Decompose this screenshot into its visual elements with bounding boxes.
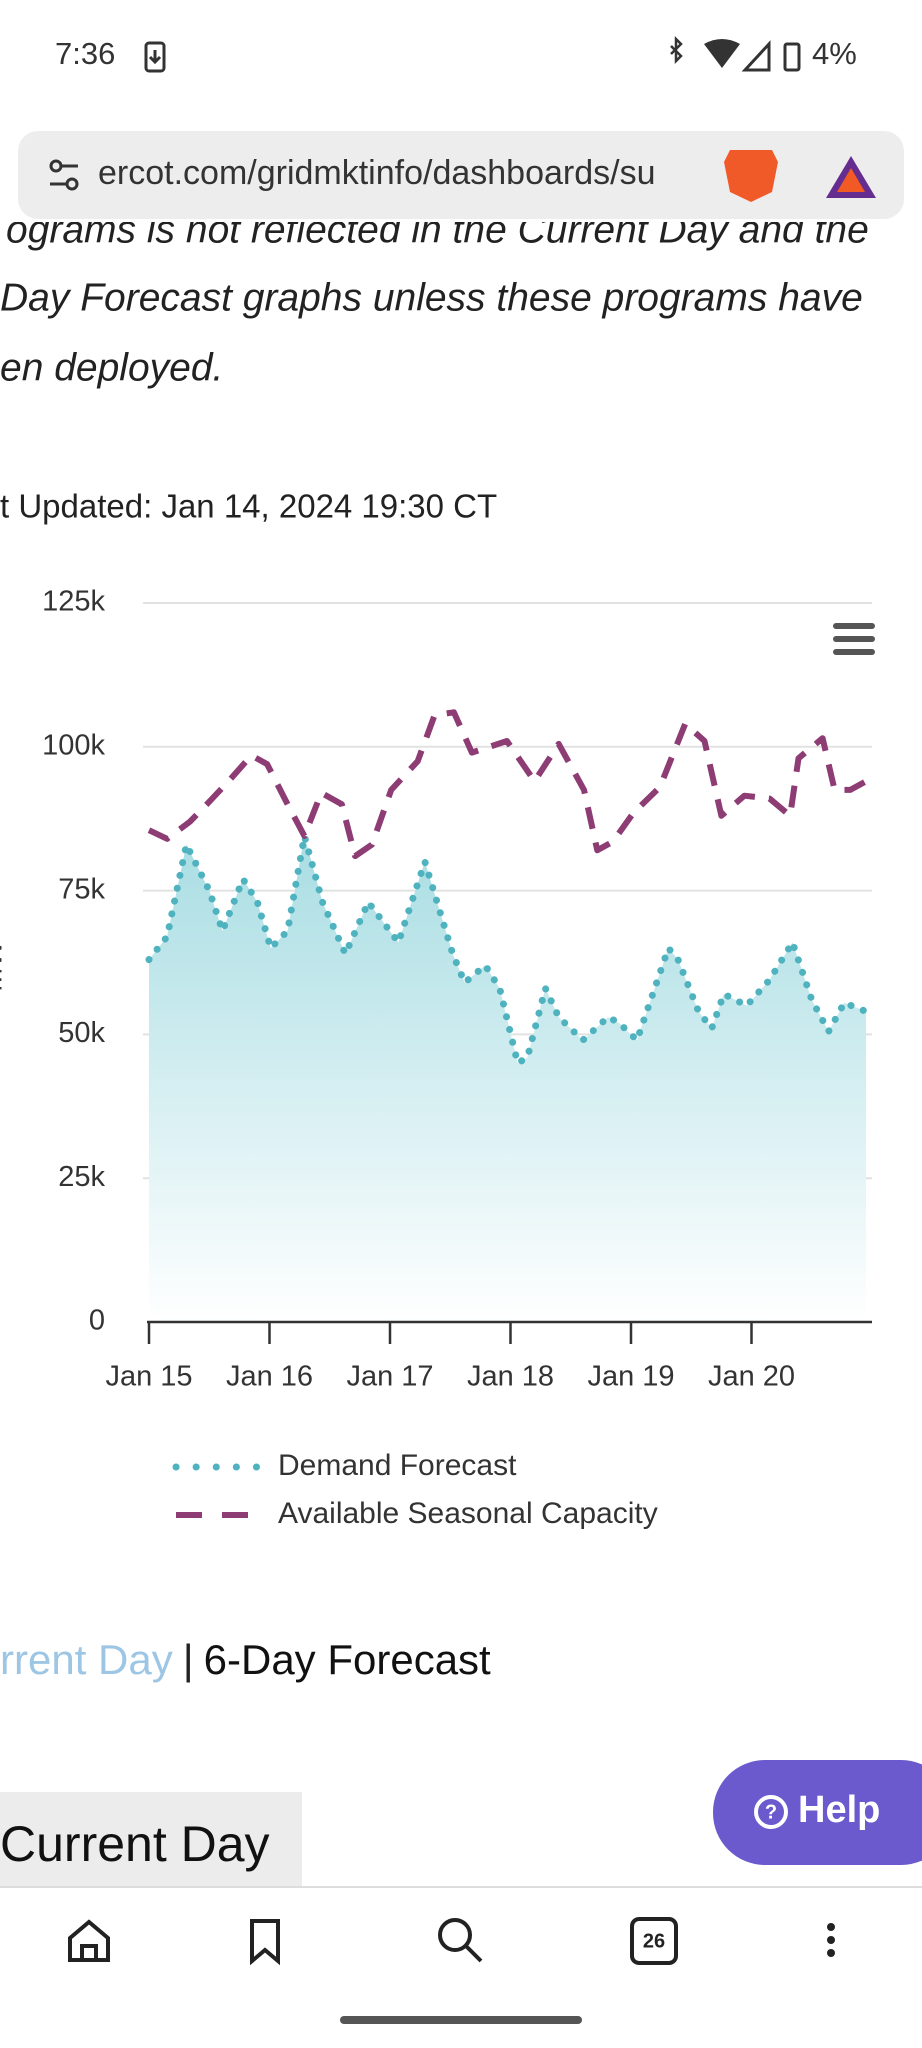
- x-tick-label: Jan 18: [467, 1361, 554, 1393]
- chart: 0 25k 50k 75k 100k 125k MW Demand Forecast Avail…: [0, 586, 872, 1530]
- y-tick-label: 25k: [58, 1161, 105, 1193]
- article-line: en deployed.: [0, 346, 223, 389]
- bottom-nav: [0, 1887, 922, 1995]
- tab-separator: |: [183, 1636, 194, 1683]
- legend-label: Demand Forecast: [278, 1449, 517, 1482]
- download-arrow: [148, 50, 162, 65]
- x-tick-label: Jan 20: [708, 1361, 795, 1393]
- wifi-icon: [704, 39, 740, 68]
- x-tick-label: Jan 15: [105, 1361, 192, 1393]
- site-settings-icon[interactable]: [49, 159, 79, 191]
- section-tab[interactable]: Current Day: [0, 1816, 270, 1872]
- bookmark-icon[interactable]: [250, 1919, 280, 1966]
- help-label[interactable]: Help: [798, 1789, 880, 1831]
- legend-label: Available Seasonal Capacity: [278, 1497, 658, 1530]
- tab-count: 26: [643, 1930, 665, 1952]
- battery-level: 4%: [812, 36, 857, 71]
- download-icon: [144, 41, 166, 73]
- url-clip: ercot.com/gridmktinfo/dashboards/su: [98, 154, 655, 192]
- x-tick-label: Jan 17: [346, 1361, 433, 1393]
- series-line: [147, 709, 868, 860]
- home-indicator: [340, 2016, 582, 2024]
- brave-icon[interactable]: [724, 150, 778, 202]
- tabs-line: rrent Day | 6-Day Forecast: [0, 1636, 491, 1683]
- y-tick-label: 0: [89, 1305, 105, 1337]
- current-day-link[interactable]: rrent Day: [0, 1636, 173, 1683]
- menu-icon[interactable]: [827, 1923, 835, 1957]
- content: ograms is not reflected in the Current D…: [6, 208, 869, 251]
- y-tick-label: 125k: [42, 586, 105, 618]
- search-icon[interactable]: [438, 1918, 472, 1952]
- y-axis-label: MW: [0, 940, 9, 992]
- bluetooth-icon: [670, 35, 683, 65]
- battery-icon: [783, 42, 801, 72]
- tabs-icon[interactable]: [630, 1917, 678, 1965]
- help-icon: [754, 1795, 788, 1829]
- help-icon-mark: ?: [765, 1801, 777, 1823]
- forecast-link[interactable]: 6-Day Forecast: [204, 1636, 491, 1683]
- signal-icon: [741, 40, 771, 72]
- area: [149, 836, 866, 1322]
- section-tab-bg[interactable]: [0, 1792, 302, 1892]
- y-tick-label: 100k: [42, 729, 105, 761]
- y-tick-label: 50k: [58, 1017, 105, 1049]
- url-bar[interactable]: [18, 131, 904, 219]
- article-line: Day Forecast graphs unless these program…: [0, 276, 863, 319]
- x-tick-label: Jan 16: [226, 1361, 313, 1393]
- article-line: ograms is not reflected in the Current D…: [6, 208, 869, 251]
- x-tick-label: Jan 19: [587, 1361, 674, 1393]
- search-handle: [464, 1944, 483, 1963]
- home-icon[interactable]: [68, 1919, 110, 1962]
- status-time: 7:36: [55, 36, 115, 71]
- url-text[interactable]: ercot.com/gridmktinfo/dashboards/su: [98, 154, 655, 192]
- bat-icon-inner: [837, 168, 865, 192]
- chart-menu[interactable]: [833, 623, 875, 655]
- series-line: [145, 832, 870, 1067]
- y-tick-label: 75k: [58, 873, 105, 905]
- help-button[interactable]: [713, 1760, 922, 1865]
- last-updated: t Updated: Jan 14, 2024 19:30 CT: [0, 488, 497, 525]
